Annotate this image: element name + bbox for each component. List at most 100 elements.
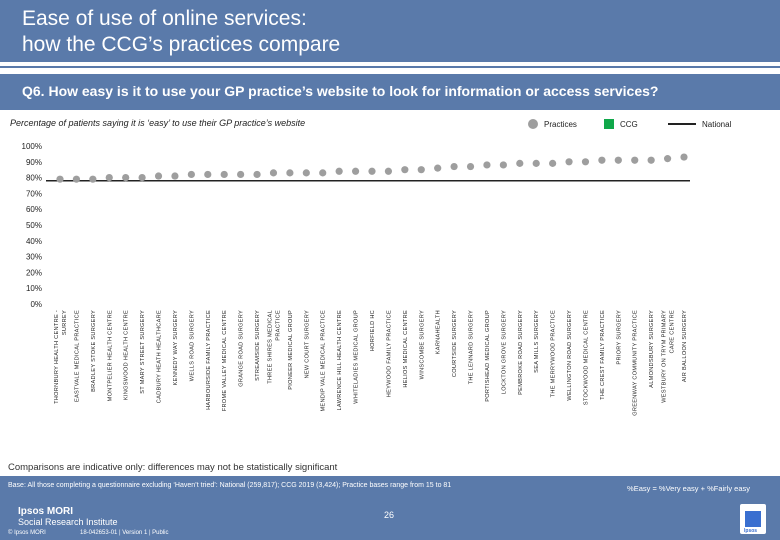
y-tick-label: 40% (26, 237, 42, 246)
y-tick-label: 60% (26, 205, 42, 214)
category-label: GREENWAY COMMUNITY PRACTICE (633, 310, 639, 416)
category-label: PRACTICE (275, 310, 281, 341)
practice-point (483, 161, 491, 169)
category-label: FROME VALLEY MEDICAL CENTRE (222, 310, 228, 411)
category-label: WELLS ROAD SURGERY (189, 310, 195, 381)
category-label: KARNAHEALTH (436, 310, 442, 354)
job-reference: 18-042653-01 | Version 1 | Public (80, 530, 169, 536)
slide-title: Ease of use of online services: how the … (22, 6, 340, 58)
practice-point (680, 153, 688, 161)
category-label: COURTSIDE SURGERY (452, 310, 458, 377)
category-label: THE LENNARD SURGERY (469, 310, 475, 384)
category-label: HEYWOOD FAMILY PRACTICE (386, 310, 392, 397)
category-label: LOCKTON GROVE SURGERY (501, 310, 507, 394)
practice-point (89, 175, 97, 183)
practice-point (351, 167, 360, 175)
practice-point (237, 170, 245, 179)
category-label: KINGSWOOD HEALTH CENTRE (124, 310, 130, 400)
category-label: PEMBROKE ROAD SURGERY (518, 310, 524, 395)
practice-point (72, 175, 81, 183)
chart-subtitle: Percentage of patients saying it is ‘eas… (10, 118, 306, 128)
legend-ccg-label: CCG (620, 119, 638, 129)
category-label: THE MERRYWOOD PRACTICE (551, 310, 557, 397)
practice-point (663, 155, 672, 163)
category-label: EASTVALE MEDICAL PRACTICE (74, 310, 80, 402)
practice-point (122, 174, 130, 182)
category-label: WESTBURY ON TRYM PRIMARY (662, 310, 668, 403)
category-label: LAWRENCE HILL HEALTH CENTRE (337, 310, 343, 411)
logo-text: Ipsos (744, 528, 758, 534)
practice-point (466, 162, 475, 171)
practice-point (269, 169, 278, 177)
footer-band: Base: All those completing a questionnai… (0, 476, 780, 540)
slide-title-line2: how the CCG’s practices compare (22, 33, 341, 56)
category-label: HARBOURSIDE FAMILY PRACTICE (206, 310, 212, 410)
practice-point (417, 166, 425, 174)
practice-point (171, 172, 179, 180)
category-label: HORFIELD HC (370, 310, 376, 351)
practice-comparison-chart: 0% 10% 20% 30% 40% 50% 60% 70% 80% 90% 100% THORNBU… (22, 142, 690, 416)
category-label: ALMONDSBURY SURGERY (649, 310, 655, 388)
practice-point (516, 159, 524, 167)
y-tick-label: 0% (30, 300, 42, 309)
practice-point (138, 174, 146, 182)
header-band: Ease of use of online services: how the … (0, 0, 780, 62)
category-label: KENNEDY WAY SURGERY (173, 310, 179, 385)
practice-point (499, 161, 507, 169)
practice-point (335, 167, 343, 175)
category-label: WELLINGTON ROAD SURGERY (567, 310, 573, 401)
national-line-icon (668, 123, 696, 125)
question-text: Q6. How easy is it to use your GP practi… (22, 83, 659, 99)
category-label: MONTPELIER HEALTH CENTRE (107, 310, 113, 401)
legend-practices: Practices (528, 117, 577, 131)
slide-title-line1: Ease of use of online services: (22, 7, 307, 30)
category-label: ST MARY STREET SURGERY (140, 310, 146, 394)
practice-point (401, 166, 409, 174)
practice-point (614, 156, 622, 164)
practice-point (581, 158, 590, 166)
category-label: HELIOS MEDICAL CENTRE (403, 310, 409, 388)
y-tick-label: 100% (22, 142, 42, 151)
y-tick-label: 20% (26, 268, 42, 277)
y-tick-label: 50% (26, 221, 42, 230)
practice-point (56, 175, 64, 183)
legend-national-label: National (702, 119, 732, 129)
category-label: CADBURY HEATH HEALTHCARE (157, 310, 163, 403)
y-tick-label: 80% (26, 174, 42, 183)
practice-point (302, 169, 310, 177)
category-label: AIR BALLOON SURGERY (682, 310, 688, 382)
practice-point (286, 169, 294, 177)
practice-point (154, 172, 163, 180)
category-label: CARE CENTRE (670, 310, 676, 353)
practice-point (204, 170, 212, 179)
practice-point (631, 156, 639, 164)
caveat-note: Comparisons are indicative only: differe… (8, 462, 338, 473)
brand-sub: Social Research Institute (18, 517, 118, 527)
category-label: GRANGE ROAD SURGERY (239, 310, 245, 387)
copyright: © Ipsos MORI (8, 530, 46, 536)
practice-point (253, 170, 261, 179)
category-label: PRIORY SURGERY (616, 310, 622, 365)
category-label: SURREY (62, 310, 68, 335)
practice-point (647, 156, 655, 164)
practice-point (450, 162, 458, 171)
practice-point (368, 167, 376, 175)
category-label: WINSCOMBE SURGERY (419, 310, 425, 379)
legend-practices-label: Practices (544, 119, 577, 129)
category-label: STOCKWOOD MEDICAL CENTRE (583, 310, 589, 405)
brand-block: Ipsos MORI Social Research Institute (18, 506, 118, 527)
easy-definition: %Easy = %Very easy + %Fairly easy (627, 484, 750, 493)
y-tick-label: 90% (26, 158, 42, 167)
category-label: THORNBURY HEALTH CENTRE - (54, 310, 60, 404)
practice-point (565, 158, 573, 166)
category-label: MENDIP VALE MEDICAL PRACTICE (321, 310, 327, 412)
ipsos-logo: Ipsos (740, 504, 766, 534)
brand-name: Ipsos MORI (18, 506, 74, 517)
practice-point (598, 156, 606, 164)
header-divider (0, 66, 780, 68)
category-label: PIONEER MEDICAL GROUP (288, 310, 294, 390)
category-label: WHITELADIES MEDICAL GROUP (354, 310, 360, 404)
practice-point (319, 169, 327, 177)
practice-point (549, 159, 557, 167)
practice-point (105, 174, 113, 182)
